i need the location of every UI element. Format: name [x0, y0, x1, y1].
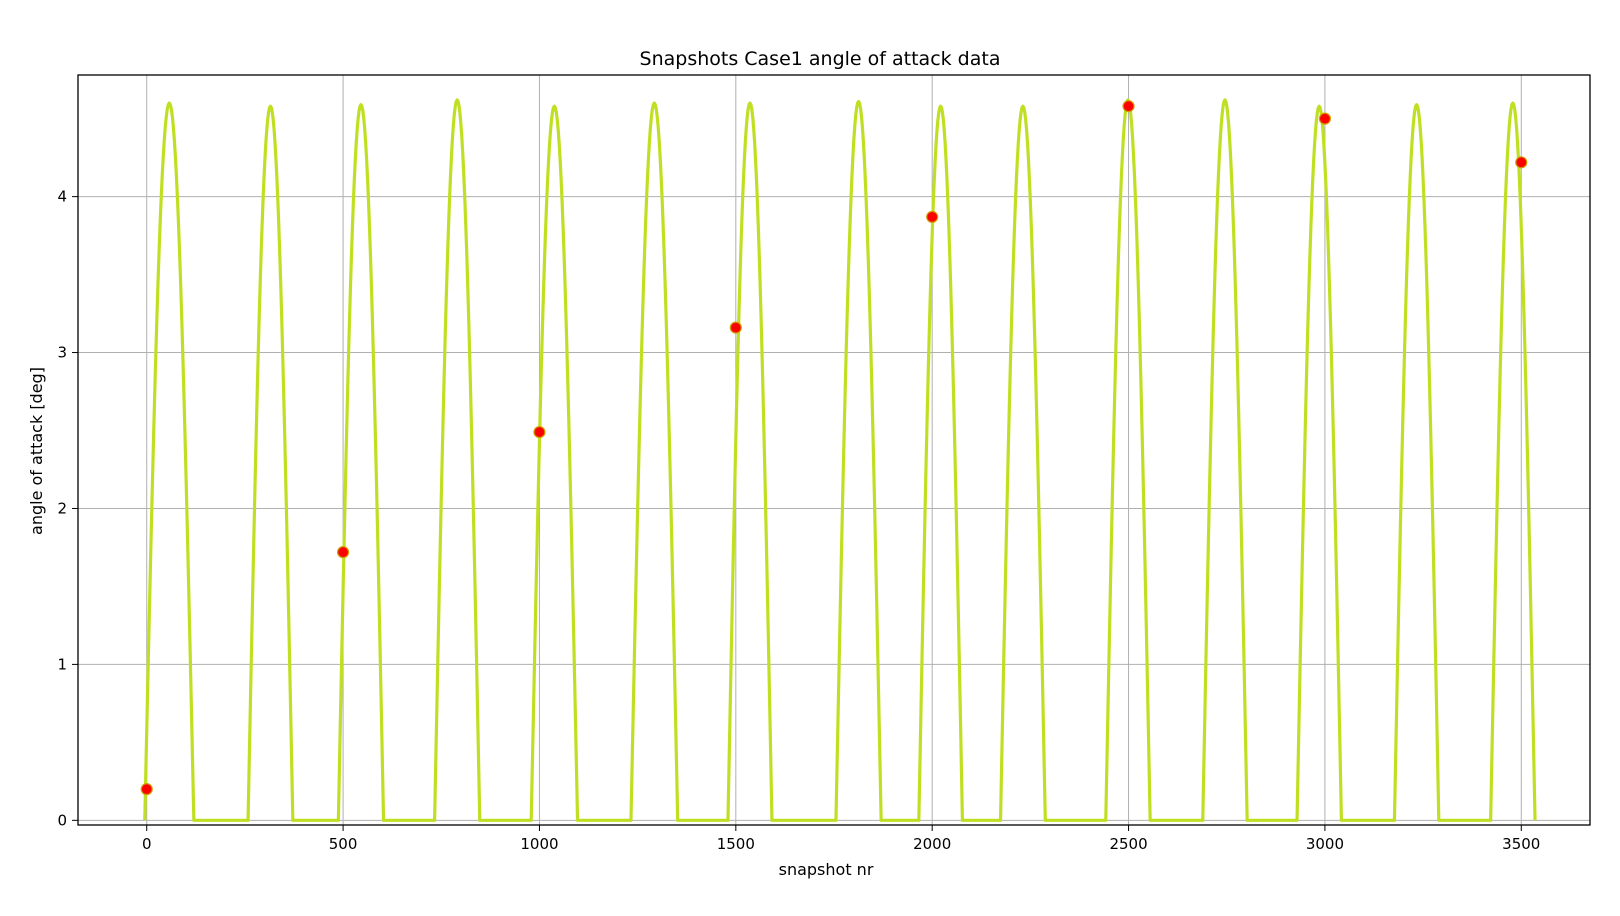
- x-tick-label: 2000: [913, 835, 951, 853]
- data-point: [729, 321, 742, 334]
- data-point: [1122, 100, 1135, 113]
- y-tick-label: 2: [57, 499, 67, 517]
- y-tick-label: 3: [57, 344, 67, 362]
- y-tick-label: 1: [57, 655, 67, 673]
- axis-ticks: 0 500 1000 1500 2000 2500 3000 3500 0 1 2 3 4: [57, 188, 1540, 853]
- y-tick-label: 4: [57, 188, 67, 206]
- plot-area: [140, 98, 1537, 822]
- data-point: [1515, 156, 1528, 169]
- series-line: [143, 98, 1537, 822]
- x-tick-label: 1000: [520, 835, 558, 853]
- data-point: [533, 425, 546, 439]
- data-point: [140, 783, 153, 796]
- x-tick-label: 3500: [1502, 835, 1540, 853]
- x-tick-label: 1500: [717, 835, 755, 853]
- x-tick-label: 2500: [1109, 835, 1147, 853]
- y-axis-label: angle of attack [deg]: [27, 367, 46, 535]
- y-tick-label: 0: [57, 811, 67, 829]
- plot-frame: [77, 74, 1591, 826]
- x-axis-label: snapshot nr: [779, 860, 874, 879]
- x-tick-label: 3000: [1306, 835, 1344, 853]
- data-point: [336, 546, 350, 559]
- chart-title: Snapshots Case1 angle of attack data: [640, 48, 1001, 70]
- x-tick-label: 500: [329, 835, 358, 853]
- x-tick-label: 0: [142, 835, 152, 853]
- data-point: [926, 210, 939, 223]
- data-point: [1318, 112, 1332, 125]
